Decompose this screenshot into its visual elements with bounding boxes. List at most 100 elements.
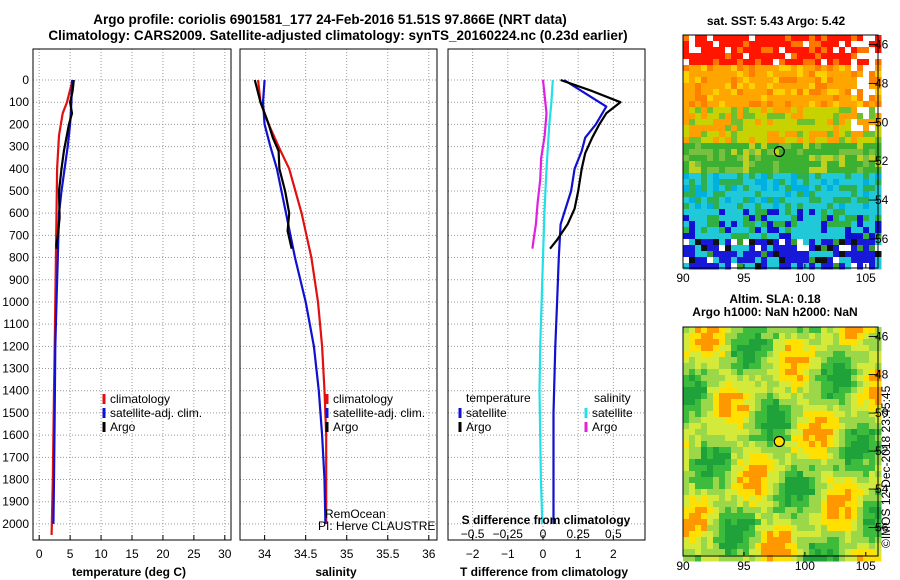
map-cell (749, 107, 756, 114)
map-cell (713, 477, 720, 484)
map-cell (731, 215, 738, 222)
map-cell (779, 513, 786, 520)
map-cell (767, 555, 774, 562)
map-cell (773, 405, 780, 412)
map-cell (869, 357, 876, 364)
map-cell (773, 227, 780, 234)
map-cell (839, 263, 846, 270)
map-cell (863, 59, 870, 66)
map-cell (827, 555, 834, 562)
map-cell (863, 345, 870, 352)
map-cell (839, 381, 846, 388)
map-cell (791, 519, 798, 526)
map-cell (857, 233, 864, 240)
map-cell (803, 351, 810, 358)
map-cell (713, 191, 720, 198)
map-cell (701, 531, 708, 538)
map-cell (695, 429, 702, 436)
map-cell (683, 417, 690, 424)
map-cell (851, 447, 858, 454)
map-cell (773, 333, 780, 340)
map-cell (821, 263, 828, 270)
map-cell (701, 263, 708, 270)
map-cell (761, 167, 768, 174)
map-cell (815, 251, 822, 258)
map-cell (827, 513, 834, 520)
map-cell (863, 185, 870, 192)
map-cell (815, 483, 822, 490)
map-cell (725, 251, 732, 258)
map-cell (767, 393, 774, 400)
map-cell (731, 41, 738, 48)
map-cell (743, 245, 750, 252)
map-cell (737, 483, 744, 490)
map-cell (725, 83, 732, 90)
map-cell (683, 47, 690, 54)
map-cell (707, 35, 714, 42)
map-cell (845, 489, 852, 496)
map-cell (815, 257, 822, 264)
map-cell (743, 393, 750, 400)
map-cell (827, 263, 834, 270)
map-cell (743, 531, 750, 538)
map-cell (701, 333, 708, 340)
map-cell (851, 65, 858, 72)
map-cell (767, 345, 774, 352)
map-cell (701, 417, 708, 424)
map-cell (749, 131, 756, 138)
map-cell (845, 555, 852, 562)
map-cell (719, 161, 726, 168)
map-cell (863, 65, 870, 72)
map-cell (797, 543, 804, 550)
map-cell (791, 453, 798, 460)
map-cell (707, 89, 714, 96)
map-cell (689, 375, 696, 382)
map-cell (851, 327, 858, 334)
map-cell (731, 411, 738, 418)
map-cell (815, 41, 822, 48)
map-cell (863, 555, 870, 562)
map-cell (707, 525, 714, 532)
map-cell (725, 35, 732, 42)
map-cell (869, 513, 876, 520)
map-cell (689, 357, 696, 364)
map-cell (731, 77, 738, 84)
map-cell (701, 465, 708, 472)
map-cell (791, 125, 798, 132)
map-cell (707, 215, 714, 222)
map-cell (695, 95, 702, 102)
map-cell (707, 483, 714, 490)
map-cell (731, 375, 738, 382)
map-cell (689, 149, 696, 156)
map-cell (869, 203, 876, 210)
map-cell (857, 453, 864, 460)
map-cell (701, 423, 708, 430)
map-cell (863, 191, 870, 198)
map-cell (839, 233, 846, 240)
map-cell (749, 89, 756, 96)
map-y-tick-label: −54 (868, 193, 889, 207)
map-cell (827, 155, 834, 162)
map-cell (695, 435, 702, 442)
map-cell (719, 381, 726, 388)
map-cell (683, 161, 690, 168)
y-tick-label: 1300 (2, 362, 29, 376)
map-cell (719, 369, 726, 376)
map-cell (809, 89, 816, 96)
map-cell (749, 429, 756, 436)
map-cell (695, 203, 702, 210)
map-cell (863, 155, 870, 162)
map-cell (689, 77, 696, 84)
map-cell (773, 203, 780, 210)
map-cell (797, 333, 804, 340)
map-cell (701, 399, 708, 406)
map-cell (845, 393, 852, 400)
map-cell (701, 53, 708, 60)
map-cell (689, 459, 696, 466)
map-cell (863, 227, 870, 234)
map-cell (707, 405, 714, 412)
map-cell (791, 77, 798, 84)
map-cell (743, 257, 750, 264)
legend-label: climatology (110, 392, 170, 406)
map-cell (749, 119, 756, 126)
